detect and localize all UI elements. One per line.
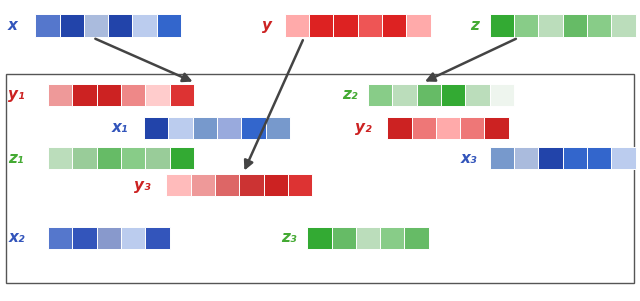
Bar — [108, 14, 132, 37]
Text: x₃: x₃ — [461, 150, 477, 166]
Bar — [121, 84, 145, 106]
Text: y₁: y₁ — [8, 87, 25, 102]
Text: x₁: x₁ — [112, 120, 129, 135]
Bar — [239, 174, 264, 196]
Bar — [333, 14, 358, 37]
Bar — [490, 84, 514, 106]
Bar — [97, 147, 121, 169]
Bar — [404, 227, 429, 249]
Bar — [563, 14, 587, 37]
Bar — [412, 117, 436, 139]
Bar — [587, 147, 611, 169]
Bar — [380, 227, 404, 249]
Bar — [332, 227, 356, 249]
Bar — [460, 117, 484, 139]
Bar — [215, 174, 239, 196]
Bar — [309, 14, 333, 37]
Bar — [490, 147, 514, 169]
Bar — [417, 84, 441, 106]
Bar — [382, 14, 406, 37]
Bar — [241, 117, 266, 139]
Text: z₃: z₃ — [282, 230, 297, 245]
Bar — [285, 14, 309, 37]
Bar — [514, 147, 538, 169]
Bar — [97, 227, 121, 249]
Bar — [121, 227, 145, 249]
Bar — [368, 84, 392, 106]
Bar — [48, 147, 72, 169]
Bar — [145, 227, 170, 249]
Bar — [538, 14, 563, 37]
Bar — [307, 227, 332, 249]
Text: x₂: x₂ — [8, 230, 25, 245]
Bar — [406, 14, 431, 37]
Bar — [490, 14, 514, 37]
Text: z₁: z₁ — [8, 150, 24, 166]
Bar — [72, 84, 97, 106]
Bar — [166, 174, 191, 196]
Bar — [514, 14, 538, 37]
Bar — [387, 117, 412, 139]
Bar — [97, 84, 121, 106]
Bar — [84, 14, 108, 37]
Bar — [484, 117, 509, 139]
Bar — [144, 117, 168, 139]
Bar — [168, 117, 193, 139]
Bar — [217, 117, 241, 139]
Bar — [587, 14, 611, 37]
Bar — [35, 14, 60, 37]
Bar — [392, 84, 417, 106]
Bar — [72, 147, 97, 169]
Text: z: z — [470, 18, 479, 33]
Bar — [132, 14, 157, 37]
Bar — [145, 147, 170, 169]
Bar — [170, 147, 194, 169]
Bar — [465, 84, 490, 106]
Bar — [48, 227, 72, 249]
Bar — [441, 84, 465, 106]
Bar — [60, 14, 84, 37]
Bar — [121, 147, 145, 169]
Bar — [145, 84, 170, 106]
Bar — [170, 84, 194, 106]
Bar — [288, 174, 312, 196]
Bar — [191, 174, 215, 196]
Bar — [538, 147, 563, 169]
Bar — [157, 14, 181, 37]
Text: y₃: y₃ — [134, 178, 151, 193]
Bar — [358, 14, 382, 37]
Text: x: x — [8, 18, 17, 33]
Bar — [266, 117, 290, 139]
Bar — [356, 227, 380, 249]
Bar — [264, 174, 288, 196]
Bar — [611, 147, 636, 169]
Bar — [193, 117, 217, 139]
Bar — [48, 84, 72, 106]
Bar — [611, 14, 636, 37]
FancyBboxPatch shape — [6, 74, 634, 283]
Text: y: y — [262, 18, 273, 33]
Bar — [563, 147, 587, 169]
Text: y₂: y₂ — [355, 120, 372, 135]
Text: z₂: z₂ — [342, 87, 358, 102]
Bar — [436, 117, 460, 139]
Bar — [72, 227, 97, 249]
